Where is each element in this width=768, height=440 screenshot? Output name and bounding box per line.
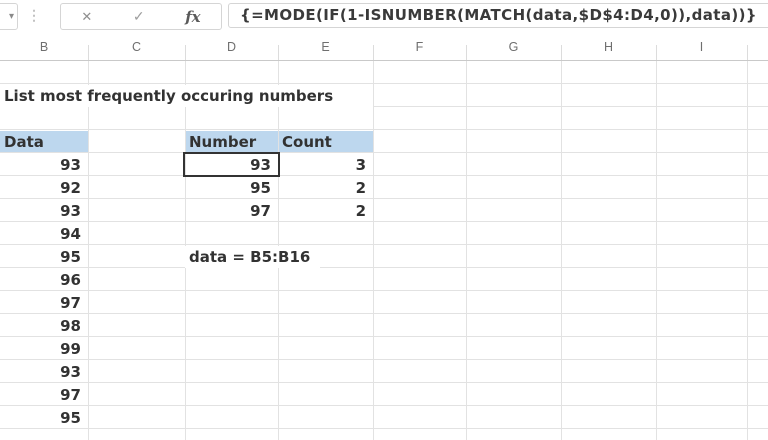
cell-D9-note[interactable]: data = B5:B16 — [185, 246, 320, 268]
cancel-icon[interactable]: ✕ — [81, 8, 93, 24]
cell-D6[interactable]: 95 — [250, 179, 271, 197]
cell-B14[interactable]: 93 — [60, 363, 81, 381]
enter-icon[interactable]: ✓ — [132, 8, 145, 24]
cell-D4-number-header[interactable]: Number — [189, 133, 257, 151]
name-box-dropdown-icon[interactable]: ▾ — [8, 11, 14, 22]
column-header-I[interactable]: I — [699, 40, 704, 54]
column-header-G[interactable]: G — [508, 40, 519, 54]
column-separator — [185, 45, 186, 60]
cell-B9[interactable]: 95 — [60, 248, 81, 266]
column-separator — [656, 45, 657, 60]
cell-B10[interactable]: 96 — [60, 271, 81, 289]
cell-E6[interactable]: 2 — [355, 179, 366, 197]
cell-B4-data-header[interactable]: Data — [4, 133, 44, 151]
gridlines — [0, 61, 768, 440]
cell-B15[interactable]: 97 — [60, 386, 81, 404]
cell-D7[interactable]: 97 — [250, 202, 271, 220]
cell-B16[interactable]: 95 — [60, 409, 81, 427]
column-separator — [373, 45, 374, 60]
column-header-row: B C D E F G H I — [0, 34, 768, 61]
column-separator — [466, 45, 467, 60]
cell-E7[interactable]: 2 — [355, 202, 366, 220]
cell-B7[interactable]: 93 — [60, 202, 81, 220]
cell-B13[interactable]: 99 — [60, 340, 81, 358]
column-header-D[interactable]: D — [226, 40, 237, 54]
cell-B5[interactable]: 93 — [60, 156, 81, 174]
column-header-H[interactable]: H — [603, 40, 614, 54]
name-box[interactable]: ▾ — [0, 3, 18, 30]
cell-E4-count-header[interactable]: Count — [282, 133, 332, 151]
cell-title-B2[interactable]: List most frequently occuring numbers — [0, 85, 373, 107]
formula-buttons-group: ✕ ✓ fx — [60, 3, 222, 30]
cell-E5[interactable]: 3 — [355, 156, 366, 174]
column-separator — [561, 45, 562, 60]
cell-B11[interactable]: 97 — [60, 294, 81, 312]
cell-B6[interactable]: 92 — [60, 179, 81, 197]
sheet-grid: List most frequently occuring numbers Dat… — [0, 61, 768, 440]
formula-bar: ▾ ⋮ ✕ ✓ fx {=MODE(IF(1-ISNUMBER(MATCH(da… — [0, 0, 768, 35]
formula-text: {=MODE(IF(1-ISNUMBER(MATCH(data,$D$4:D4,… — [240, 6, 757, 24]
formula-bar-drag-handle-icon: ⋮ — [27, 7, 41, 23]
column-header-B[interactable]: B — [39, 40, 49, 54]
selected-cell-outline[interactable] — [183, 152, 280, 177]
column-separator — [747, 45, 748, 60]
column-separator — [278, 45, 279, 60]
column-header-C[interactable]: C — [131, 40, 142, 54]
formula-input[interactable]: {=MODE(IF(1-ISNUMBER(MATCH(data,$D$4:D4,… — [228, 3, 768, 28]
cell-B12[interactable]: 98 — [60, 317, 81, 335]
cell-B8[interactable]: 94 — [60, 225, 81, 243]
column-separator — [88, 45, 89, 60]
column-header-F[interactable]: F — [415, 40, 424, 54]
insert-function-icon[interactable]: fx — [185, 7, 201, 26]
column-header-E[interactable]: E — [321, 40, 330, 54]
